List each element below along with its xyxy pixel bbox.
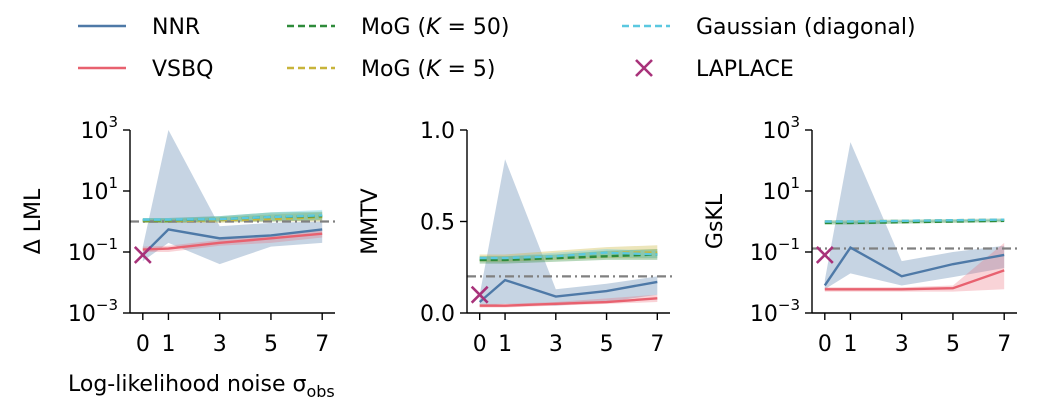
band-nnr	[142, 130, 323, 265]
series-line-vsbq	[142, 232, 323, 251]
panel-gskl: 10−3 10−1 101 103 0 1 3 5 7 GsKL	[703, 113, 1021, 357]
series-line-gauss	[479, 251, 658, 260]
band-nnr	[824, 142, 1005, 290]
x-axis-label-subscript: obs	[306, 382, 334, 401]
legend-label-mog50: MoG (K = 50)	[361, 15, 510, 40]
x-tick-label: 0	[136, 332, 150, 357]
legend-item-laplace: LAPLACE	[635, 57, 794, 82]
series-line-mog50	[479, 253, 658, 262]
x-tick-label: 3	[213, 332, 227, 357]
legend: NNR VSBQ MoG (K = 50) MoG (K = 5) Gaussian (…	[78, 15, 916, 82]
band-vsbq	[824, 242, 1005, 292]
x-axis-label: Log-likelihood noise σobs	[68, 372, 335, 401]
y-tick-label: 0.5	[420, 211, 455, 236]
series-line-nnr	[478, 278, 658, 303]
legend-item-nnr: NNR	[78, 15, 200, 40]
legend-item-mog5: MoG (K = 5)	[287, 57, 496, 82]
y-tick-label: 10−1	[68, 235, 118, 266]
series-line-nnr	[823, 245, 1005, 287]
legend-label-gauss: Gaussian (diagonal)	[696, 15, 916, 40]
x-tick-label: 1	[498, 332, 512, 357]
x-tick-label: 1	[843, 332, 857, 357]
laplace-marker	[133, 246, 152, 264]
band-nnr	[479, 159, 658, 306]
legend-label-laplace: LAPLACE	[696, 57, 794, 82]
y-tick-label: 10−3	[68, 296, 118, 327]
series-line-vsbq	[479, 297, 658, 307]
panel-mmtv: 0.0 0.5 1.0 0 1 3 5 7 MMTV	[358, 119, 674, 357]
x-tick-label: 7	[650, 332, 664, 357]
y-tick-label: 10−3	[750, 296, 800, 327]
legend-label-nnr: NNR	[152, 15, 200, 40]
laplace-marker	[470, 285, 489, 304]
x-tick-label: 5	[600, 332, 614, 357]
legend-item-gauss: Gaussian (diagonal)	[622, 15, 916, 40]
x-tick-label: 0	[473, 332, 487, 357]
x-tick-label: 5	[946, 332, 960, 357]
laplace-marker	[815, 246, 834, 264]
series-line-gauss	[142, 214, 323, 221]
x-tick-label: 0	[818, 332, 832, 357]
y-tick-label: 101	[80, 174, 118, 205]
x-tick-label: 7	[315, 332, 329, 357]
x-tick-label: 3	[549, 332, 563, 357]
legend-item-mog50: MoG (K = 50)	[287, 15, 510, 40]
y-axis-label: MMTV	[358, 188, 383, 254]
y-axis-label: GsKL	[703, 193, 728, 249]
series-line-vsbq	[824, 269, 1005, 291]
panel-delta-lml: 10−3 10−1 101 103 0 1 3 5 7 Δ LML	[21, 113, 339, 357]
series-line-gauss	[824, 218, 1005, 223]
y-tick-label: 101	[762, 174, 800, 205]
series-line-mog50	[824, 219, 1005, 225]
x-tick-label: 5	[264, 332, 278, 357]
x-tick-label: 7	[997, 332, 1011, 357]
y-tick-label: 1.0	[420, 119, 455, 144]
y-axis-label: Δ LML	[21, 188, 46, 254]
y-tick-label: 103	[762, 113, 800, 144]
x-tick-label: 3	[895, 332, 909, 357]
x-tick-label: 1	[161, 332, 175, 357]
y-tick-label: 10−1	[750, 235, 800, 266]
y-tick-label: 0.0	[420, 302, 455, 327]
legend-label-mog5: MoG (K = 5)	[361, 57, 496, 82]
y-tick-label: 103	[80, 113, 118, 144]
legend-item-vsbq: VSBQ	[78, 57, 213, 82]
legend-marker-laplace	[635, 59, 653, 77]
series-line-nnr	[141, 228, 323, 256]
legend-label-vsbq: VSBQ	[152, 57, 213, 82]
